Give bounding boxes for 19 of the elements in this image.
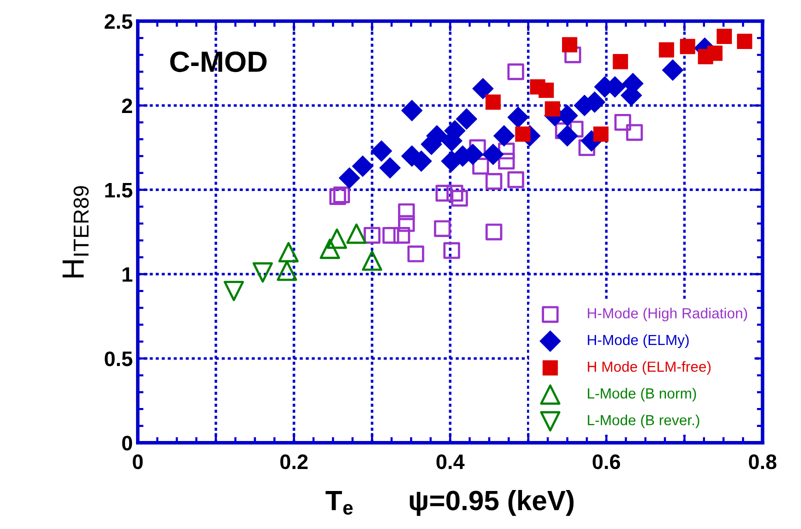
x-tick-label: 0.6: [592, 454, 620, 470]
y-tick-label: 0: [122, 436, 132, 451]
x-tick-label: 0.8: [748, 454, 776, 470]
x-tick-label: 0: [132, 454, 143, 470]
x-tick-label: 0.4: [436, 454, 465, 470]
y-tick-label: 2.5: [104, 14, 132, 29]
y-tick-label: 0.5: [104, 351, 132, 366]
legend-label: H-Mode (ELMy): [588, 334, 689, 348]
legend-label: H Mode (ELM-free): [588, 361, 711, 375]
y-tick-label: 1.5: [105, 183, 132, 198]
y-axis-title: H$_{ITER89}$: [62, 186, 89, 278]
y-tick-label: 1: [122, 267, 132, 282]
legend-label: L-Mode (B rever.): [588, 414, 700, 428]
x-tick-label: 0.2: [280, 454, 308, 470]
text: T$_{e}$ ψ=0.95 (keV): [326, 490, 574, 516]
legend-label: H-Mode (High Radiation): [588, 308, 748, 322]
annotation: C-MOD: [170, 51, 267, 72]
legend-label: L-Mode (B norm): [588, 388, 696, 402]
y-tick-label: 2: [122, 98, 132, 114]
